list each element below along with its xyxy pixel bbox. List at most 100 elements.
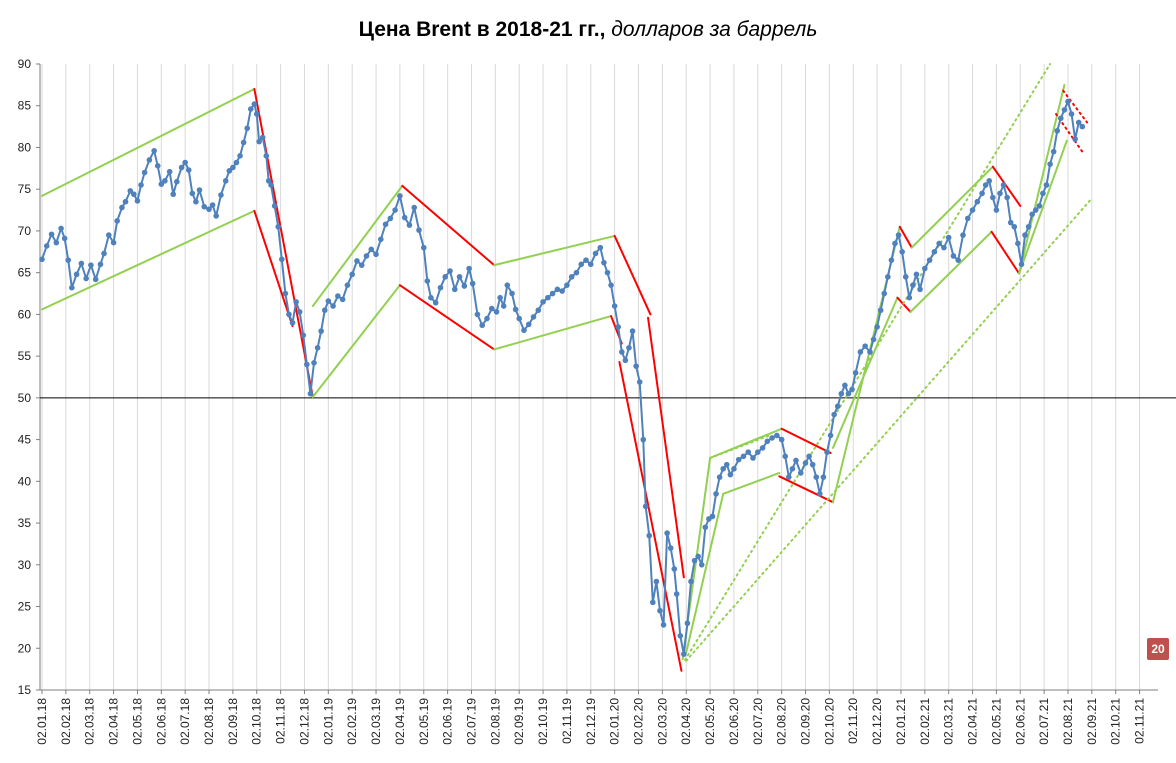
- price-point: [1058, 115, 1064, 122]
- price-point: [516, 315, 522, 322]
- x-tick-label: 02.04.20: [679, 698, 693, 745]
- price-point: [325, 298, 332, 304]
- price-point: [608, 282, 614, 288]
- price-point: [774, 432, 780, 439]
- price-point: [428, 294, 434, 301]
- price-point: [842, 382, 848, 389]
- price-point: [636, 379, 643, 385]
- y-tick-label: 80: [18, 140, 32, 154]
- price-point: [910, 282, 916, 288]
- price-point: [122, 198, 129, 205]
- price-point: [1072, 136, 1078, 142]
- x-tick-label: 02.03.21: [942, 698, 956, 745]
- price-point: [525, 321, 532, 328]
- price-point: [1043, 182, 1050, 188]
- x-tick-label: 02.03.20: [655, 698, 669, 745]
- price-point: [778, 436, 785, 443]
- x-tick-label: 02.12.19: [584, 698, 598, 745]
- price-point: [226, 168, 233, 174]
- chart-title-main: Цена Brent в 2018-21 гг.,: [358, 18, 606, 41]
- price-point: [92, 276, 99, 283]
- y-tick-label: 20: [18, 641, 32, 655]
- price-point: [1065, 98, 1071, 105]
- price-point: [834, 403, 841, 410]
- price-point: [945, 234, 952, 241]
- price-point: [888, 257, 895, 263]
- price-point: [78, 260, 85, 267]
- price-point: [335, 293, 341, 299]
- price-point: [852, 370, 859, 376]
- price-point: [782, 453, 789, 460]
- price-point: [731, 466, 737, 472]
- price-point: [237, 153, 243, 159]
- price-point: [512, 306, 519, 313]
- price-point: [982, 182, 989, 188]
- price-point: [146, 157, 153, 163]
- page-badge: 20: [1147, 638, 1169, 660]
- uptrend-line: [910, 165, 994, 249]
- uptrend-line: [1018, 139, 1068, 275]
- uptrend-line: [311, 284, 401, 399]
- downtrend-line: [896, 296, 912, 313]
- price-point: [424, 278, 431, 284]
- price-point: [626, 344, 632, 351]
- price-point: [442, 274, 449, 280]
- price-point: [110, 239, 117, 246]
- price-point: [138, 182, 144, 188]
- price-point: [831, 411, 837, 418]
- price-point: [1029, 211, 1035, 218]
- x-tick-label: 02.02.19: [345, 698, 359, 745]
- x-tick-label: 02.09.18: [226, 698, 240, 745]
- price-point: [964, 215, 971, 222]
- x-tick-label: 02.01.21: [894, 698, 908, 745]
- uptrend-line: [311, 184, 404, 308]
- price-point: [307, 390, 314, 397]
- uptrend-line: [685, 197, 1093, 662]
- price-point: [769, 435, 775, 441]
- price-point: [504, 282, 511, 288]
- price-point: [240, 139, 247, 146]
- price-point: [1011, 223, 1018, 230]
- x-tick-label: 02.07.21: [1037, 698, 1051, 745]
- price-point: [870, 336, 877, 343]
- price-point: [650, 599, 656, 606]
- price-point: [300, 332, 307, 339]
- price-point: [997, 190, 1003, 197]
- price-point: [695, 553, 701, 560]
- price-point: [344, 282, 351, 288]
- y-tick-label: 75: [18, 182, 32, 196]
- price-point: [922, 265, 928, 272]
- y-tick-label: 60: [18, 307, 32, 321]
- price-point: [1036, 203, 1043, 209]
- price-point: [862, 343, 868, 349]
- x-tick-label: 02.01.18: [35, 698, 49, 745]
- price-point: [797, 470, 804, 476]
- downtrend-line: [401, 184, 496, 267]
- price-point: [397, 193, 403, 199]
- price-point: [1075, 119, 1082, 126]
- price-point: [681, 651, 687, 657]
- downtrend-line: [990, 230, 1021, 275]
- price-point: [193, 198, 199, 205]
- price-point: [936, 240, 942, 247]
- x-tick-label: 02.10.18: [250, 698, 264, 745]
- price-point: [960, 232, 966, 238]
- price-point: [69, 284, 75, 291]
- x-tick-label: 02.07.20: [751, 698, 765, 745]
- price-point: [1007, 219, 1014, 226]
- price-point: [867, 349, 873, 355]
- price-point: [892, 240, 898, 247]
- price-point: [653, 578, 660, 585]
- price-point: [368, 246, 375, 253]
- downtrend-line: [618, 360, 683, 672]
- price-point: [500, 303, 507, 309]
- x-tick-label: 02.05.20: [703, 698, 717, 745]
- price-point: [902, 274, 909, 280]
- price-point: [209, 202, 216, 208]
- price-point: [646, 532, 653, 539]
- price-point: [827, 432, 834, 439]
- price-point: [564, 282, 570, 288]
- price-point: [906, 294, 913, 301]
- x-tick-label: 02.02.21: [918, 698, 932, 745]
- price-point: [253, 111, 260, 117]
